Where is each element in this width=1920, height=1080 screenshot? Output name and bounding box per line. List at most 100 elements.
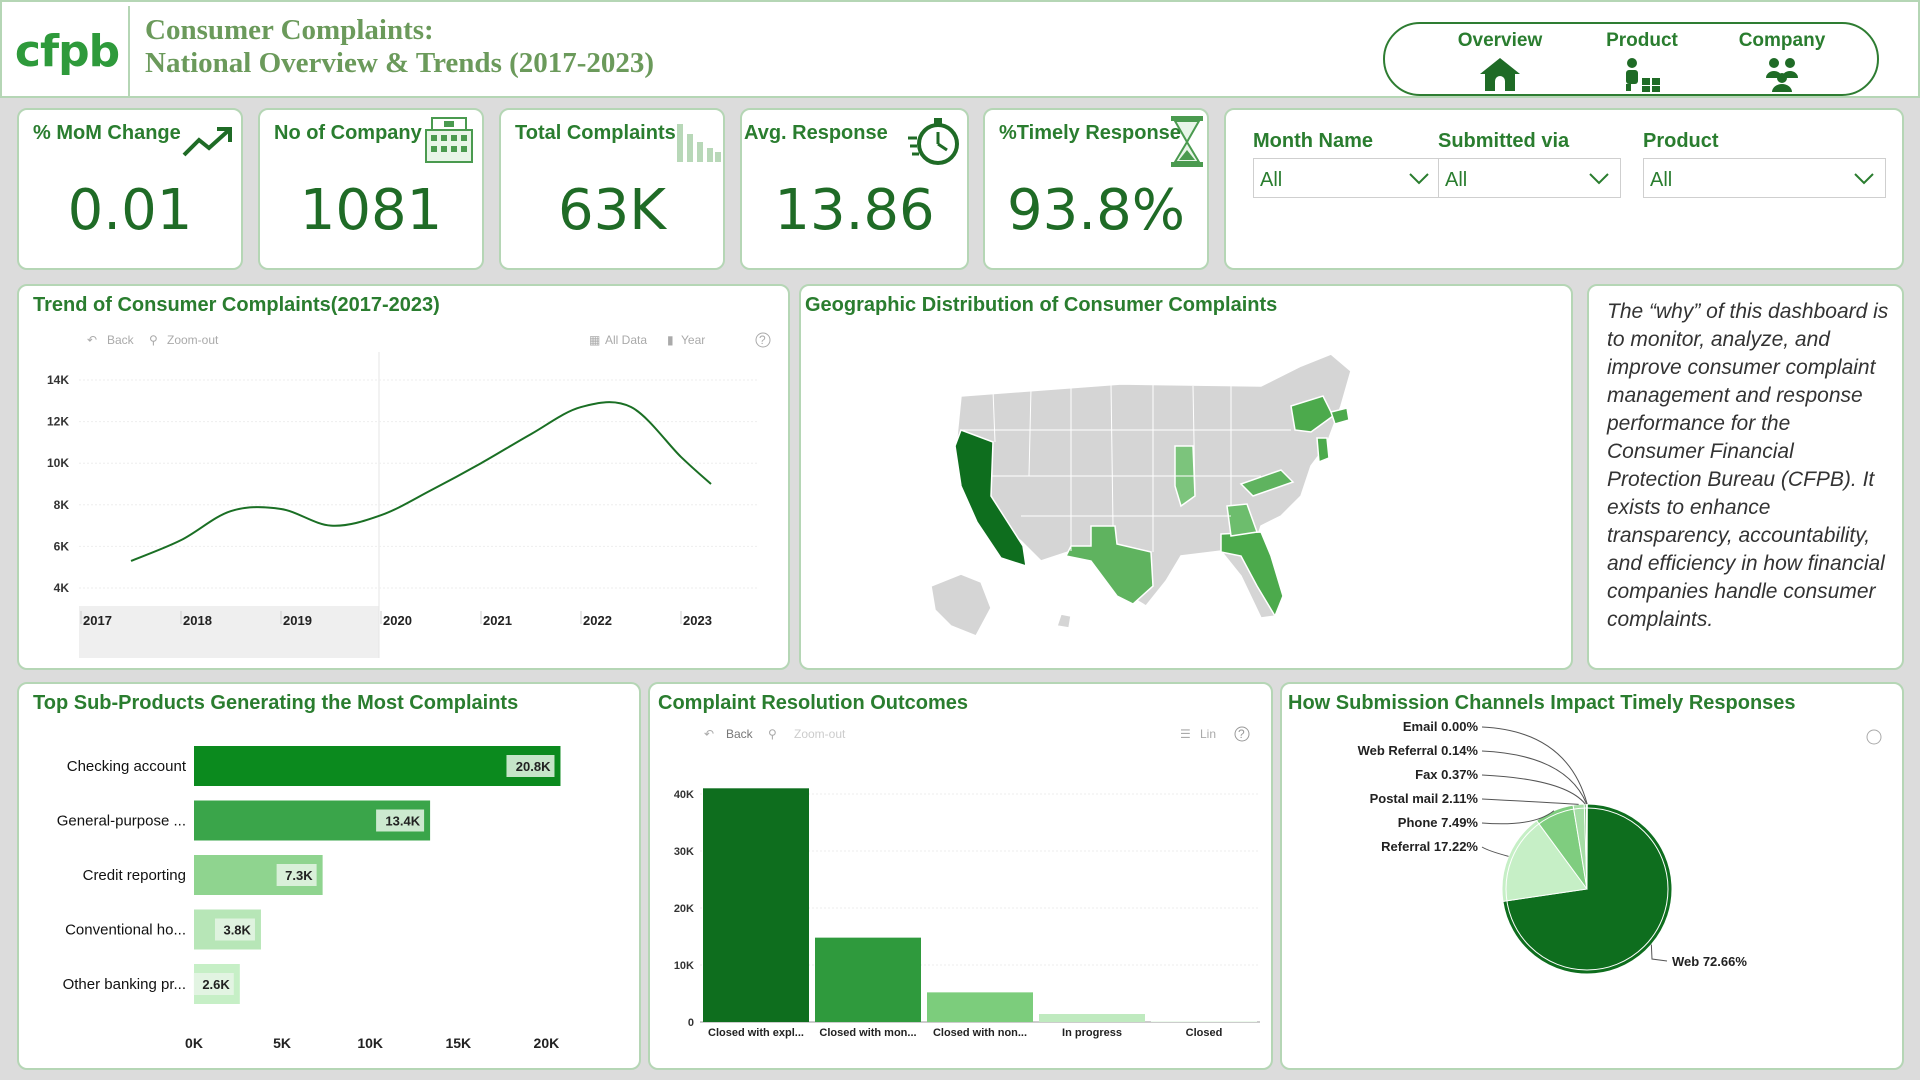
lin-toggle[interactable]: Lin	[1200, 727, 1216, 741]
kpi-card-timely-response: %Timely Response 93.8%	[983, 108, 1209, 270]
subproduct-data-label-bg	[214, 918, 255, 941]
pie-leader-line	[1481, 774, 1586, 805]
submitted-via-dropdown[interactable]: All	[1438, 158, 1621, 198]
map-state-california[interactable]	[954, 429, 1027, 568]
trend-x-tick-label: 2017	[83, 613, 112, 628]
subproduct-x-tick-label: 15K	[445, 1035, 471, 1051]
nav-overview-button[interactable]: Overview	[1435, 30, 1565, 92]
zoom-out-icon: ⚲	[149, 333, 158, 347]
resolution-y-tick-label: 30K	[674, 846, 694, 858]
resolution-bar[interactable]	[703, 788, 809, 1022]
pie-slice-label: Web 72.66%	[1672, 954, 1747, 969]
nav-product-label: Product	[1606, 30, 1678, 51]
pie-slice-label: Referral 17.22%	[1381, 839, 1478, 854]
subproduct-data-label: 2.6K	[202, 977, 230, 992]
bar-chart-icon	[677, 124, 721, 162]
resolution-category-label: In progress	[1062, 1027, 1122, 1039]
subproduct-x-tick-label: 20K	[534, 1035, 560, 1051]
subproducts-bar-chart: Checking account General-purpose ... Credi…	[57, 746, 561, 1051]
zoom-out-button[interactable]: Zoom-out	[794, 727, 846, 741]
nav-overview-label: Overview	[1457, 30, 1543, 51]
map-state-virginia[interactable]	[1239, 469, 1295, 497]
pie-leader-line	[1481, 810, 1555, 825]
chevron-down-icon	[1409, 173, 1429, 185]
help-icon[interactable]	[1234, 726, 1250, 742]
resolution-toolbar: ↶ Back ⚲ Zoom-out ☰ Lin ?	[704, 726, 1250, 742]
kpi-value: 0.01	[67, 178, 193, 243]
trend-y-tick-label: 8K	[54, 498, 70, 512]
subproduct-category-label: General-purpose ...	[57, 813, 186, 830]
subproduct-bar[interactable]	[194, 746, 561, 786]
all-data-dropdown[interactable]: All Data	[605, 333, 647, 347]
pie-slice-label: Phone 7.49%	[1398, 815, 1479, 830]
people-icon	[1766, 58, 1798, 92]
pie-leader-line	[1481, 750, 1588, 805]
product-value: All	[1650, 169, 1673, 191]
resolution-bar[interactable]	[1151, 1021, 1257, 1022]
channels-pie-chart: Web 72.66% Referral 17.22% Phone 7.49% Post…	[1358, 719, 1747, 975]
dashboard-description: The “why” of this dashboard is to monito…	[1607, 300, 1889, 631]
kpi-value: 63K	[558, 178, 666, 243]
filter-submitted-label: Submitted via	[1438, 130, 1570, 152]
map-state-new-york[interactable]	[1290, 395, 1334, 433]
map-state-hawaii[interactable]	[1056, 613, 1072, 629]
nav-product-button[interactable]: Product	[1577, 30, 1707, 92]
map-state-massachusetts[interactable]	[1330, 407, 1350, 425]
resolution-category-label: Closed with expl...	[708, 1027, 804, 1039]
zoom-out-button[interactable]: Zoom-out	[167, 333, 219, 347]
trend-x-tick-label: 2022	[583, 613, 612, 628]
resolution-y-tick-label: 10K	[674, 960, 694, 972]
filter-month-label: Month Name	[1253, 130, 1373, 152]
subproduct-data-label-bg	[506, 755, 555, 777]
list-icon: ☰	[1180, 727, 1191, 741]
kpi-card-total-complaints: Total Complaints 63K	[499, 108, 725, 270]
page-title-line-1: Consumer Complaints:	[145, 14, 434, 46]
resolution-chart-panel: Complaint Resolution Outcomes ↶ Back ⚲ Z…	[648, 682, 1273, 1070]
product-dropdown[interactable]: All	[1643, 158, 1886, 198]
chevron-down-icon	[1589, 173, 1609, 185]
back-button[interactable]: Back	[726, 727, 754, 741]
help-label: ?	[1238, 727, 1245, 741]
pie-slice-label: Email 0.00%	[1403, 719, 1479, 734]
trend-x-tick-label: 2018	[183, 613, 212, 628]
map-state-florida[interactable]	[1220, 531, 1284, 618]
year-chart-icon: ▮	[667, 333, 674, 347]
channels-chart-panel: How Submission Channels Impact Timely Re…	[1280, 682, 1904, 1070]
map-state-georgia[interactable]	[1226, 503, 1259, 537]
pie-leader-line	[1481, 726, 1588, 805]
trend-y-tick-label: 14K	[47, 373, 69, 387]
trend-toolbar: ↶ Back ⚲ Zoom-out ▦ All Data ▮ Year ?	[87, 332, 771, 348]
kpi-value: 13.86	[774, 178, 935, 243]
resolution-bar[interactable]	[1039, 1014, 1145, 1022]
product-icon	[1626, 58, 1660, 92]
resolution-bar[interactable]	[815, 937, 921, 1022]
trend-up-icon	[182, 127, 232, 157]
help-icon[interactable]	[1865, 728, 1883, 746]
resolution-bar-chart: ↶ Back ⚲ Zoom-out ☰ Lin ? 010K20K30K40K …	[674, 726, 1260, 1039]
kpi-label: % MoM Change	[33, 122, 181, 144]
calendar-icon: ▦	[589, 333, 600, 347]
map-state-new-jersey[interactable]	[1316, 437, 1330, 464]
kpi-card-mom-change: % MoM Change 0.01	[17, 108, 243, 270]
trend-y-tick-label: 4K	[54, 581, 70, 595]
map-state-alaska[interactable]	[931, 573, 992, 637]
map-state-texas[interactable]	[1064, 525, 1154, 605]
trend-chart-panel: Trend of Consumer Complaints(2017-2023) …	[17, 284, 790, 670]
filter-product-label: Product	[1643, 130, 1719, 152]
month-name-dropdown[interactable]: All	[1253, 158, 1441, 198]
range-selector-shade[interactable]	[79, 606, 379, 658]
back-button[interactable]: Back	[107, 333, 135, 347]
subproduct-data-label: 20.8K	[516, 759, 551, 774]
subproducts-chart-title: Top Sub-Products Generating the Most Com…	[33, 692, 519, 714]
trend-x-tick-label: 2019	[283, 613, 312, 628]
map-panel: Geographic Distribution of Consumer Comp…	[799, 284, 1573, 670]
trend-x-tick-label: 2020	[383, 613, 412, 628]
subproduct-category-label: Conventional ho...	[65, 922, 186, 939]
resolution-bar[interactable]	[927, 992, 1033, 1022]
nav-company-button[interactable]: Company	[1717, 30, 1847, 92]
year-dropdown[interactable]: Year	[681, 333, 705, 347]
trend-series-line	[130, 401, 712, 562]
subproducts-chart-panel: Top Sub-Products Generating the Most Com…	[17, 682, 641, 1070]
help-icon[interactable]	[755, 332, 771, 348]
kpi-value: 93.8%	[1007, 178, 1185, 243]
